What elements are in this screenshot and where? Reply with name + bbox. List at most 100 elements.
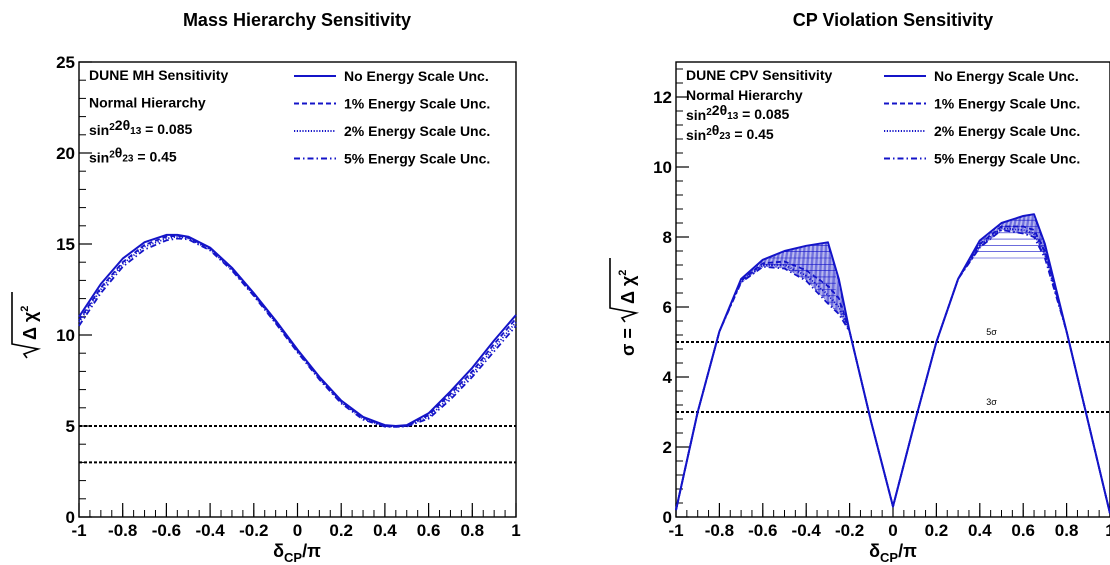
uncertainty-hatch bbox=[785, 250, 788, 270]
x-tick-label: 0.6 bbox=[1011, 521, 1035, 540]
uncertainty-hatch bbox=[780, 252, 783, 269]
uncertainty-hatch bbox=[823, 242, 826, 300]
y-axis-label-text: Δ χ2 bbox=[19, 306, 40, 340]
uncertainty-hatch bbox=[818, 243, 820, 294]
uncertainty-hatch bbox=[775, 254, 777, 268]
x-axis-label-delta: δ bbox=[869, 541, 880, 561]
info-text-line: DUNE MH Sensitivity bbox=[89, 67, 228, 83]
uncertainty-hatch bbox=[1026, 215, 1029, 235]
uncertainty-hatch bbox=[793, 248, 796, 274]
y-tick-label: 5 bbox=[66, 417, 75, 436]
info-text-line: sin2θ23 = 0.45 bbox=[686, 122, 774, 143]
x-tick-label: 1 bbox=[511, 521, 520, 540]
x-tick-label: -0.4 bbox=[792, 521, 822, 540]
uncertainty-hatch bbox=[806, 245, 809, 282]
y-axis-label: Δ χ2 bbox=[11, 292, 42, 359]
uncertainty-hatch bbox=[1033, 214, 1035, 237]
uncertainty-hatch bbox=[1018, 217, 1021, 233]
uncertainty-hatch bbox=[1021, 216, 1024, 234]
x-tick-label: -0.2 bbox=[239, 521, 268, 540]
y-tick-label: 25 bbox=[56, 53, 75, 72]
y-tick-label: 10 bbox=[653, 158, 672, 177]
x-tick-label: 0 bbox=[293, 521, 302, 540]
series-line-dotted bbox=[78, 235, 517, 428]
x-tick-label: 0 bbox=[888, 521, 897, 540]
x-tick-label: -1 bbox=[668, 521, 683, 540]
x-tick-label: -1 bbox=[71, 521, 86, 540]
info-text-line: sin22θ13 = 0.085 bbox=[686, 102, 789, 123]
y-tick-label: 0 bbox=[66, 508, 75, 527]
legend-label: 2% Energy Scale Unc. bbox=[344, 123, 490, 139]
x-tick-label: -0.2 bbox=[835, 521, 864, 540]
uncertainty-hatch bbox=[1013, 218, 1016, 233]
uncertainty-hatch bbox=[821, 243, 823, 297]
uncertainty-hatch bbox=[801, 246, 804, 279]
y-tick-label: 20 bbox=[56, 144, 75, 163]
x-tick-label: 0.2 bbox=[329, 521, 353, 540]
x-tick-label: -0.6 bbox=[748, 521, 777, 540]
legend-label: 5% Energy Scale Unc. bbox=[344, 151, 490, 167]
legend-label: 5% Energy Scale Unc. bbox=[934, 151, 1080, 167]
uncertainty-hatch bbox=[832, 259, 835, 309]
y-tick-label: 6 bbox=[663, 298, 672, 317]
x-axis-label-delta: δ bbox=[273, 541, 284, 561]
x-axis-label-sub: CP bbox=[880, 550, 898, 565]
x-tick-label: -0.8 bbox=[705, 521, 734, 540]
uncertainty-hatch bbox=[772, 255, 775, 268]
uncertainty-hatch bbox=[1024, 215, 1026, 234]
x-axis-label: δCP/π bbox=[273, 541, 321, 565]
uncertainty-hatch bbox=[1029, 214, 1031, 236]
uncertainty-hatch bbox=[788, 249, 791, 271]
legend-label: 2% Energy Scale Unc. bbox=[934, 123, 1080, 139]
series-line-dashed bbox=[675, 225, 1110, 514]
x-tick-label: 0.8 bbox=[1055, 521, 1079, 540]
legend-label: No Energy Scale Unc. bbox=[934, 68, 1079, 84]
y-tick-label: 2 bbox=[663, 438, 672, 457]
series-line-dashdot bbox=[78, 237, 517, 428]
uncertainty-hatch bbox=[778, 253, 780, 269]
uncertainty-hatch bbox=[828, 246, 831, 305]
y-axis-label-text: Δ χ2 bbox=[617, 270, 638, 304]
uncertainty-hatch bbox=[1011, 219, 1013, 232]
uncertainty-hatch bbox=[1012, 219, 1014, 232]
x-axis-label-sub: CP bbox=[284, 550, 302, 565]
x-tick-label: -0.8 bbox=[108, 521, 137, 540]
reference-line-label: 5σ bbox=[986, 327, 997, 337]
y-axis-label-sigma: σ = bbox=[618, 328, 638, 356]
y-tick-label: 8 bbox=[663, 228, 672, 247]
uncertainty-hatch bbox=[810, 244, 813, 286]
uncertainty-hatch bbox=[836, 273, 839, 313]
x-tick-label: 0.2 bbox=[925, 521, 949, 540]
uncertainty-hatch bbox=[830, 251, 832, 307]
uncertainty-hatch bbox=[804, 246, 806, 280]
x-axis-label-tail: /π bbox=[898, 541, 917, 561]
y-axis-label: σ = Δ χ2 bbox=[609, 258, 640, 356]
x-axis-label-tail: /π bbox=[302, 541, 321, 561]
uncertainty-hatch bbox=[838, 277, 840, 314]
uncertainty-hatch bbox=[817, 243, 819, 293]
reference-line-label: 3σ bbox=[986, 397, 997, 407]
y-tick-label: 15 bbox=[56, 235, 75, 254]
uncertainty-hatch bbox=[831, 255, 833, 308]
y-tick-label: 4 bbox=[663, 368, 673, 387]
x-tick-label: 1 bbox=[1105, 521, 1110, 540]
y-tick-label: 10 bbox=[56, 326, 75, 345]
x-tick-label: -0.6 bbox=[152, 521, 181, 540]
legend-label: No Energy Scale Unc. bbox=[344, 68, 489, 84]
info-text-line: sin22θ13 = 0.085 bbox=[89, 117, 192, 138]
uncertainty-hatch bbox=[826, 242, 828, 303]
x-tick-label: -0.4 bbox=[195, 521, 225, 540]
info-text-line: DUNE CPV Sensitivity bbox=[686, 67, 832, 83]
x-tick-label: 0.8 bbox=[460, 521, 484, 540]
x-tick-label: 0.4 bbox=[968, 521, 992, 540]
uncertainty-hatch bbox=[783, 251, 785, 269]
x-tick-label: 0.6 bbox=[417, 521, 441, 540]
uncertainty-hatch bbox=[827, 242, 830, 304]
uncertainty-hatch bbox=[1009, 220, 1012, 232]
series-line-dashed bbox=[78, 234, 517, 428]
series-line-solid bbox=[78, 233, 517, 427]
uncertainty-hatch bbox=[824, 242, 827, 301]
uncertainty-hatch bbox=[796, 248, 798, 276]
series-line-dashdot bbox=[675, 229, 1110, 514]
